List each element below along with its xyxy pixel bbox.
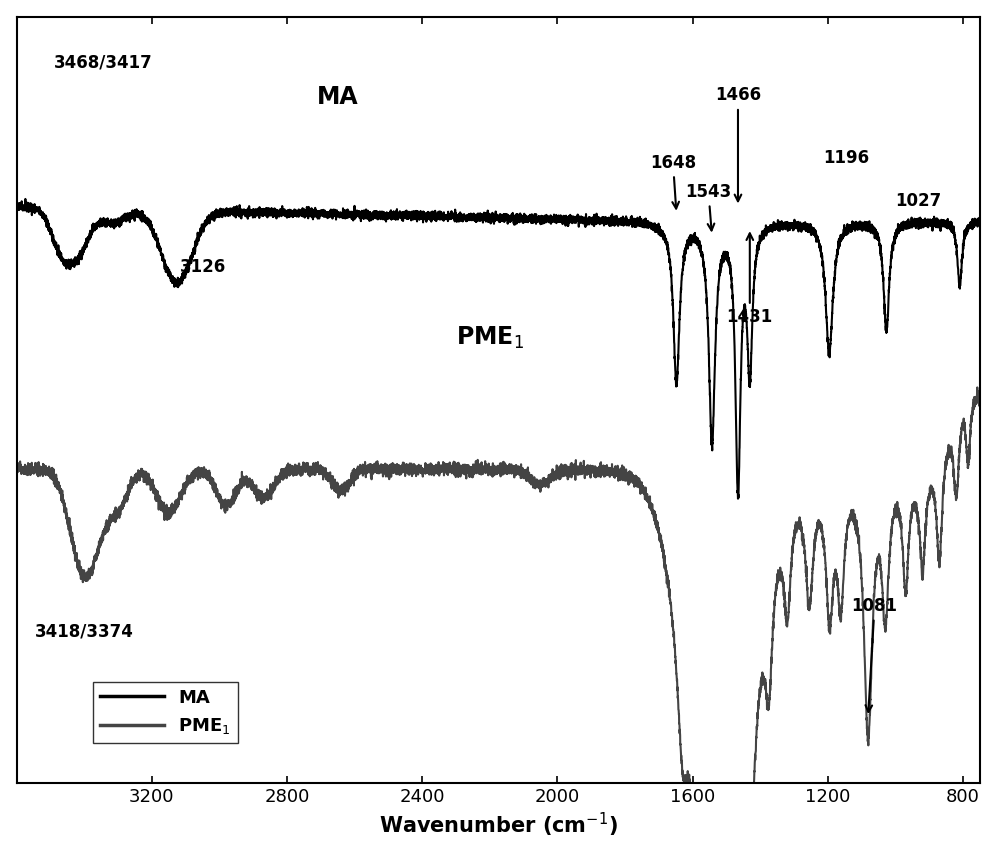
Text: 3468/3417: 3468/3417 <box>54 54 153 72</box>
Text: PME$_1$: PME$_1$ <box>456 325 524 351</box>
Legend: MA, PME$_1$: MA, PME$_1$ <box>93 681 238 743</box>
Text: 3418/3374: 3418/3374 <box>35 623 134 641</box>
Text: 1196: 1196 <box>823 149 869 167</box>
Text: 1027: 1027 <box>895 193 942 211</box>
Text: MA: MA <box>317 86 359 110</box>
Text: 1543: 1543 <box>685 183 732 230</box>
Text: 1466: 1466 <box>715 86 761 201</box>
X-axis label: Wavenumber (cm$^{-1}$): Wavenumber (cm$^{-1}$) <box>379 811 618 840</box>
Text: 1648: 1648 <box>650 153 696 209</box>
Text: 1081: 1081 <box>852 597 898 712</box>
Text: 3126: 3126 <box>179 258 226 276</box>
Text: 1431: 1431 <box>727 234 773 326</box>
